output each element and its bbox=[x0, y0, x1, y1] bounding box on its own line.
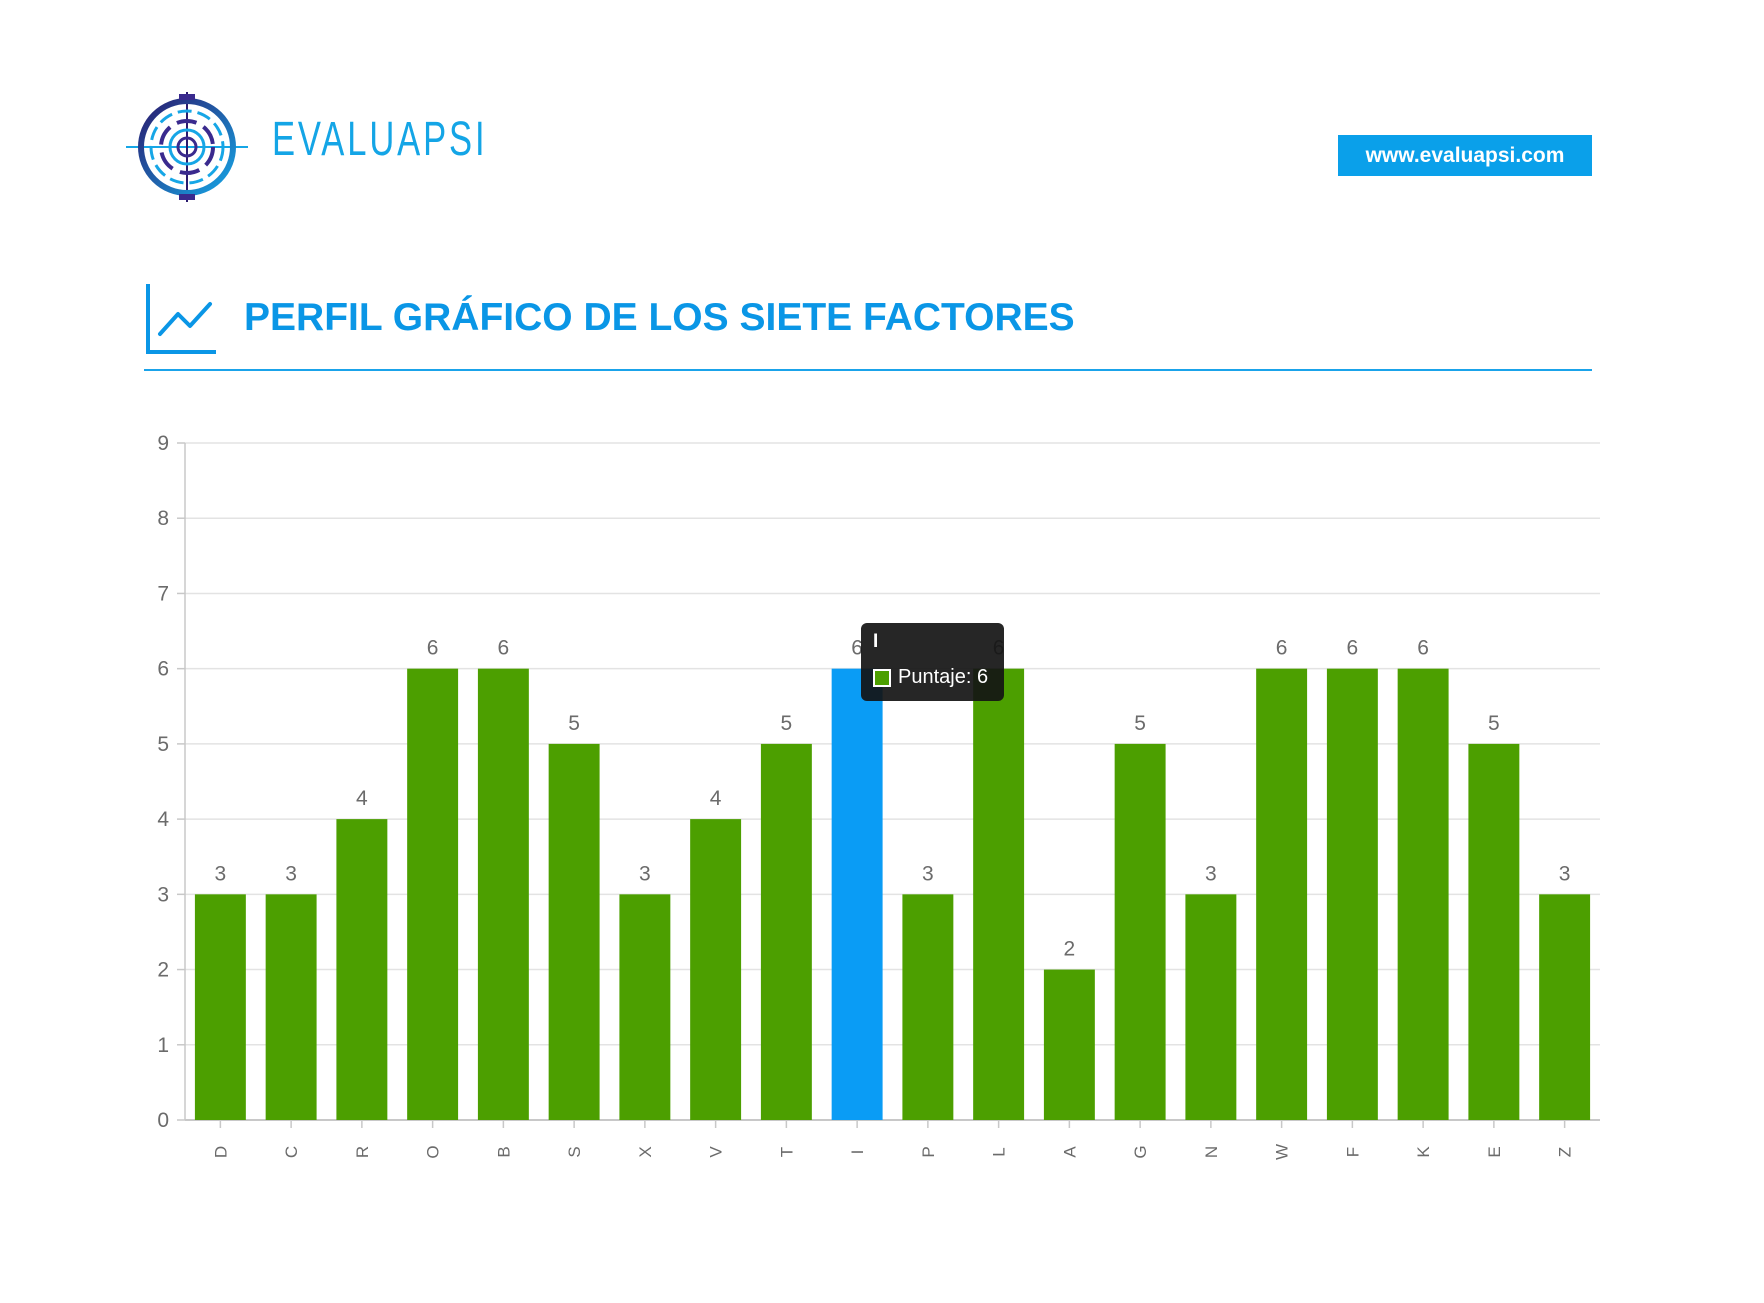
page-title: PERFIL GRÁFICO DE LOS SIETE FACTORES bbox=[244, 296, 1075, 339]
bar bbox=[1043, 969, 1095, 1120]
x-tick-label: O bbox=[424, 1145, 443, 1158]
bar bbox=[265, 894, 317, 1120]
tooltip-title: I bbox=[873, 631, 879, 652]
y-tick-label: 2 bbox=[157, 959, 169, 982]
x-tick-label: B bbox=[494, 1146, 513, 1157]
x-tick-label: A bbox=[1060, 1146, 1079, 1158]
chart-canvas: 01234567893D3C4R6O6B5S3X4V5T6I3P6L2A5G3N… bbox=[157, 432, 1600, 1160]
y-tick-label: 7 bbox=[157, 582, 169, 605]
x-tick-label: X bbox=[636, 1146, 655, 1157]
line-chart-icon bbox=[146, 284, 216, 354]
data-label: 3 bbox=[639, 862, 651, 885]
x-tick-label: T bbox=[777, 1147, 796, 1157]
x-tick-label: N bbox=[1202, 1146, 1221, 1158]
x-tick-label: G bbox=[1131, 1145, 1150, 1158]
data-label: 3 bbox=[285, 862, 297, 885]
data-label: 6 bbox=[1417, 637, 1429, 660]
x-tick-label: F bbox=[1343, 1147, 1362, 1157]
data-label: 6 bbox=[1347, 637, 1359, 660]
website-link[interactable]: www.evaluapsi.com bbox=[1338, 135, 1592, 176]
x-tick-label: S bbox=[565, 1146, 584, 1157]
bar bbox=[1326, 668, 1378, 1120]
target-logo-icon bbox=[126, 92, 248, 202]
x-tick-label: R bbox=[353, 1146, 372, 1158]
x-tick-label: C bbox=[282, 1146, 301, 1158]
bar bbox=[477, 668, 529, 1120]
bar bbox=[1397, 668, 1449, 1120]
section-header: PERFIL GRÁFICO DE LOS SIETE FACTORES bbox=[144, 282, 1592, 372]
x-tick-label: I bbox=[848, 1150, 867, 1155]
y-tick-label: 5 bbox=[157, 733, 169, 756]
bar bbox=[690, 819, 742, 1120]
section-divider bbox=[144, 369, 1592, 371]
bar bbox=[548, 743, 600, 1120]
bar bbox=[1468, 743, 1520, 1120]
x-tick-label: L bbox=[990, 1147, 1009, 1156]
y-tick-label: 4 bbox=[157, 808, 169, 831]
x-tick-label: V bbox=[707, 1146, 726, 1158]
data-label: 3 bbox=[922, 862, 934, 885]
data-label: 3 bbox=[1559, 862, 1571, 885]
tooltip-swatch bbox=[873, 669, 891, 687]
data-label: 4 bbox=[356, 787, 368, 810]
data-label: 3 bbox=[1205, 862, 1217, 885]
data-label: 2 bbox=[1064, 938, 1076, 961]
data-label: 5 bbox=[568, 712, 580, 735]
bar bbox=[194, 894, 246, 1120]
x-tick-label: W bbox=[1273, 1144, 1292, 1160]
x-tick-label: K bbox=[1414, 1146, 1433, 1158]
data-label: 5 bbox=[781, 712, 793, 735]
bar-chart: 01234567893D3C4R6O6B5S3X4V5T6I3P6L2A5G3N… bbox=[130, 420, 1610, 1160]
bar bbox=[760, 743, 812, 1120]
data-label: 6 bbox=[851, 637, 863, 660]
y-tick-label: 6 bbox=[157, 658, 169, 681]
tooltip-label: Puntaje: 6 bbox=[898, 666, 989, 688]
x-tick-label: Z bbox=[1556, 1147, 1575, 1157]
bar bbox=[619, 894, 671, 1120]
x-tick-label: P bbox=[919, 1146, 938, 1157]
bar bbox=[336, 819, 388, 1120]
bar bbox=[902, 894, 954, 1120]
bar bbox=[1539, 894, 1591, 1120]
data-label: 3 bbox=[215, 862, 227, 885]
data-label: 6 bbox=[427, 637, 439, 660]
data-label: 5 bbox=[1134, 712, 1146, 735]
y-tick-label: 8 bbox=[157, 507, 169, 530]
data-label: 6 bbox=[498, 637, 510, 660]
bar bbox=[973, 668, 1025, 1120]
data-label: 5 bbox=[1488, 712, 1500, 735]
brand-name: EVALUAPSI bbox=[272, 113, 488, 166]
bar bbox=[1256, 668, 1308, 1120]
y-tick-label: 1 bbox=[157, 1034, 169, 1057]
bar bbox=[831, 668, 883, 1120]
x-tick-label: D bbox=[211, 1146, 230, 1158]
data-label: 6 bbox=[1276, 637, 1288, 660]
brand-logo: EVALUAPSI bbox=[126, 92, 485, 202]
y-tick-label: 3 bbox=[157, 883, 169, 906]
y-tick-label: 9 bbox=[157, 432, 169, 455]
bar bbox=[407, 668, 459, 1120]
bar bbox=[1114, 743, 1166, 1120]
bar bbox=[1185, 894, 1237, 1120]
data-label: 4 bbox=[710, 787, 722, 810]
x-tick-label: E bbox=[1485, 1146, 1504, 1157]
chart-tooltip: I Puntaje: 6 bbox=[861, 623, 1004, 701]
y-tick-label: 0 bbox=[157, 1109, 169, 1132]
